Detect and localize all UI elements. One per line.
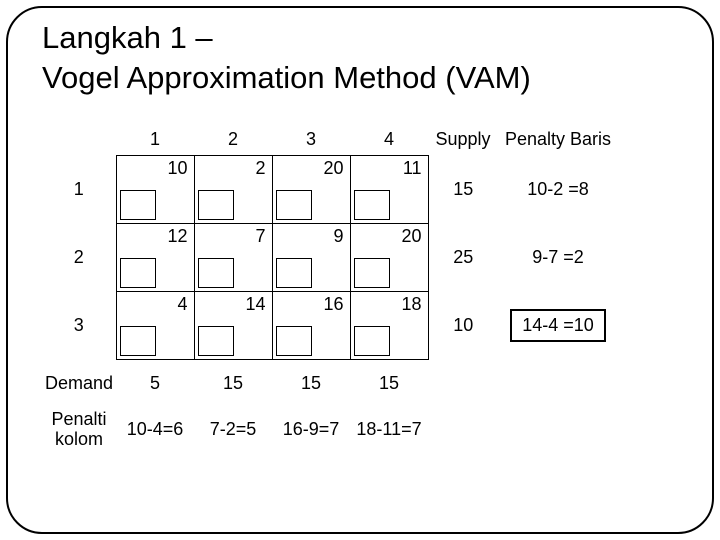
cost-cell: 9 <box>272 223 350 291</box>
penalty-kolom-l1: Penalti <box>51 409 106 429</box>
penalty-kolom-label: Penalti kolom <box>42 407 116 451</box>
penalty-baris: 14-4 =10 <box>498 291 618 359</box>
alloc-box <box>354 326 390 356</box>
cost: 11 <box>403 158 422 179</box>
slide-title: Langkah 1 – Vogel Approximation Method (… <box>42 18 692 97</box>
alloc-box <box>198 258 234 288</box>
col-header: 1 <box>116 123 194 155</box>
cost: 2 <box>255 158 265 179</box>
penalty-kolom-value: 18-11=7 <box>350 407 428 451</box>
blank <box>428 407 498 451</box>
penalty-baris: 10-2 =8 <box>498 155 618 223</box>
penalty-baris-header: Penalty Baris <box>498 123 618 155</box>
table-row: 2 12 7 9 20 25 9-7 =2 <box>42 223 618 291</box>
penalty-kolom-row: Penalti kolom 10-4=6 7-2=5 16-9=7 18-11=… <box>42 407 618 451</box>
blank <box>428 359 498 407</box>
alloc-box <box>198 190 234 220</box>
cost: 16 <box>323 294 343 315</box>
title-line1-u: g <box>94 20 111 55</box>
cost: 4 <box>177 294 187 315</box>
penalty-baris: 9-7 =2 <box>498 223 618 291</box>
alloc-box <box>354 258 390 288</box>
cost-cell: 16 <box>272 291 350 359</box>
alloc-box <box>120 258 156 288</box>
cost-cell: 20 <box>350 223 428 291</box>
demand-value: 15 <box>350 359 428 407</box>
penalty-baris-text: 9-7 =2 <box>532 247 584 267</box>
alloc-box <box>120 326 156 356</box>
vam-table: 1 2 3 4 Supply Penalty Baris 1 10 2 20 1… <box>42 123 619 451</box>
title-line1-b: kah 1 – <box>111 20 213 55</box>
demand-row: Demand 5 15 15 15 <box>42 359 618 407</box>
cost-cell: 10 <box>116 155 194 223</box>
demand-value: 15 <box>272 359 350 407</box>
penalty-baris-text: 10-2 =8 <box>527 179 589 199</box>
alloc-box <box>276 326 312 356</box>
col-header: 3 <box>272 123 350 155</box>
penalty-baris-highlight: 14-4 =10 <box>510 309 606 342</box>
alloc-box <box>354 190 390 220</box>
cost-cell: 7 <box>194 223 272 291</box>
cost: 20 <box>401 226 421 247</box>
cost-cell: 12 <box>116 223 194 291</box>
penalty-kolom-value: 7-2=5 <box>194 407 272 451</box>
cost-cell: 2 <box>194 155 272 223</box>
slide-content: Langkah 1 – Vogel Approximation Method (… <box>42 18 692 451</box>
cost-cell: 20 <box>272 155 350 223</box>
table-row: 1 10 2 20 11 15 10-2 =8 <box>42 155 618 223</box>
supply-value: 25 <box>428 223 498 291</box>
demand-label: Demand <box>42 359 116 407</box>
supply-value: 15 <box>428 155 498 223</box>
cost-cell: 18 <box>350 291 428 359</box>
cost-cell: 14 <box>194 291 272 359</box>
cost: 12 <box>167 226 187 247</box>
cost: 20 <box>323 158 343 179</box>
demand-value: 5 <box>116 359 194 407</box>
alloc-box <box>276 258 312 288</box>
row-label: 1 <box>42 155 116 223</box>
column-header-row: 1 2 3 4 Supply Penalty Baris <box>42 123 618 155</box>
penalty-kolom-value: 10-4=6 <box>116 407 194 451</box>
row-label: 3 <box>42 291 116 359</box>
cost: 9 <box>333 226 343 247</box>
blank <box>498 407 618 451</box>
demand-value: 15 <box>194 359 272 407</box>
corner-blank <box>42 123 116 155</box>
col-header: 2 <box>194 123 272 155</box>
penalty-kolom-value: 16-9=7 <box>272 407 350 451</box>
alloc-box <box>276 190 312 220</box>
cost-cell: 4 <box>116 291 194 359</box>
alloc-box <box>120 190 156 220</box>
vam-table-wrap: 1 2 3 4 Supply Penalty Baris 1 10 2 20 1… <box>42 123 682 451</box>
penalty-kolom-l2: kolom <box>55 429 103 449</box>
title-line1-a: Lan <box>42 20 94 55</box>
cost: 14 <box>245 294 265 315</box>
blank <box>498 359 618 407</box>
cost: 7 <box>255 226 265 247</box>
col-header: 4 <box>350 123 428 155</box>
title-line2: Vogel Approximation Method (VAM) <box>42 60 531 95</box>
cost-cell: 11 <box>350 155 428 223</box>
table-row: 3 4 14 16 18 10 14-4 =10 <box>42 291 618 359</box>
alloc-box <box>198 326 234 356</box>
cost: 18 <box>401 294 421 315</box>
cost: 10 <box>167 158 187 179</box>
row-label: 2 <box>42 223 116 291</box>
supply-value: 10 <box>428 291 498 359</box>
supply-header: Supply <box>428 123 498 155</box>
